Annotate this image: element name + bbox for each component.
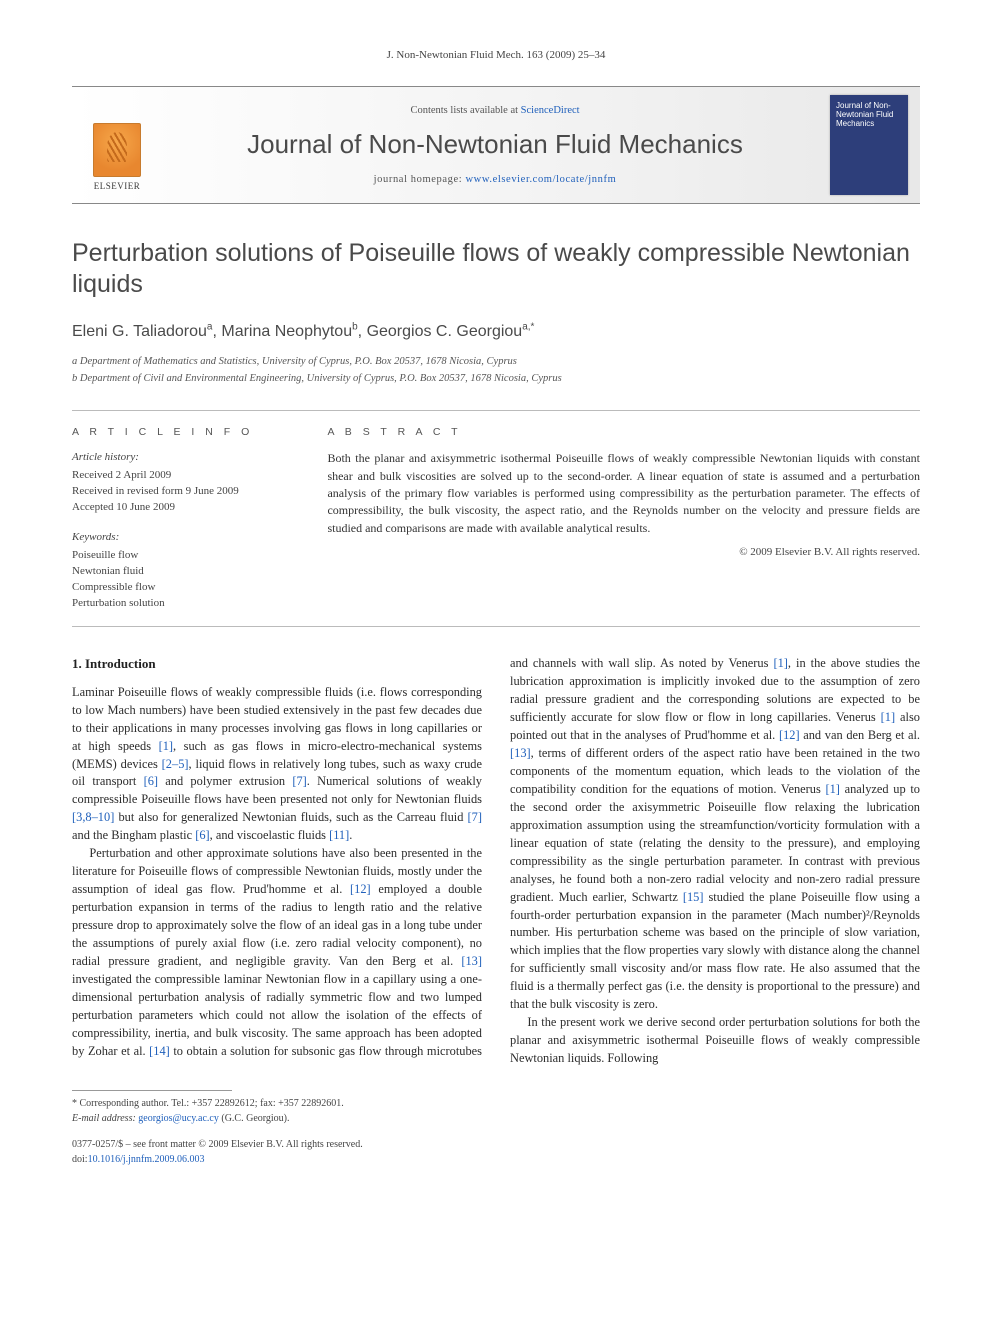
homepage-prefix: journal homepage:	[374, 174, 466, 185]
abstract-text: Both the planar and axisymmetric isother…	[327, 450, 920, 537]
contents-prefix: Contents lists available at	[410, 105, 520, 116]
keyword: Compressible flow	[72, 580, 295, 596]
sciencedirect-link[interactable]: ScienceDirect	[521, 105, 580, 116]
abstract-heading: A B S T R A C T	[327, 425, 920, 440]
doi-label: doi:	[72, 1154, 88, 1165]
contents-list-line: Contents lists available at ScienceDirec…	[410, 103, 579, 118]
publisher-name: ELSEVIER	[94, 180, 141, 193]
history-label: Article history:	[72, 450, 295, 466]
keyword: Perturbation solution	[72, 596, 295, 612]
affiliation: a Department of Mathematics and Statisti…	[72, 354, 920, 369]
front-matter-line: 0377-0257/$ – see front matter © 2009 El…	[72, 1138, 920, 1153]
doi-line: doi:10.1016/j.jnnfm.2009.06.003	[72, 1153, 920, 1168]
doi-link[interactable]: 10.1016/j.jnnfm.2009.06.003	[88, 1154, 205, 1165]
paragraph: Laminar Poiseuille flows of weakly compr…	[72, 684, 482, 846]
keywords-label: Keywords:	[72, 530, 295, 546]
history-line: Received in revised form 9 June 2009	[72, 484, 295, 500]
abstract-copyright: © 2009 Elsevier B.V. All rights reserved…	[327, 545, 920, 561]
keyword: Newtonian fluid	[72, 564, 295, 580]
history-line: Received 2 April 2009	[72, 468, 295, 484]
publisher-logo-block: ELSEVIER	[72, 87, 162, 203]
article-title: Perturbation solutions of Poiseuille flo…	[72, 238, 920, 301]
running-head: J. Non-Newtonian Fluid Mech. 163 (2009) …	[72, 48, 920, 64]
journal-homepage-line: journal homepage: www.elsevier.com/locat…	[374, 172, 617, 187]
elsevier-tree-icon	[93, 123, 141, 177]
email-paren: (G.C. Georgiou).	[221, 1113, 289, 1124]
paragraph: In the present work we derive second ord…	[510, 1014, 920, 1068]
article-info-heading: A R T I C L E I N F O	[72, 425, 295, 440]
keyword: Poiseuille flow	[72, 548, 295, 564]
section-heading-introduction: 1. Introduction	[72, 655, 482, 674]
author-email-link[interactable]: georgios@ucy.ac.cy	[138, 1113, 219, 1124]
journal-masthead: ELSEVIER Contents lists available at Sci…	[72, 86, 920, 204]
email-line: E-mail address: georgios@ucy.ac.cy (G.C.…	[72, 1112, 920, 1127]
email-label: E-mail address:	[72, 1113, 136, 1124]
author-list: Eleni G. Taliadoroua, Marina Neophytoub,…	[72, 320, 920, 343]
journal-cover-thumbnail: Journal of Non-Newtonian Fluid Mechanics	[830, 95, 908, 195]
journal-title: Journal of Non-Newtonian Fluid Mechanics	[247, 126, 743, 164]
footnote-separator	[72, 1090, 232, 1091]
journal-homepage-link[interactable]: www.elsevier.com/locate/jnnfm	[466, 174, 617, 185]
article-body: 1. Introduction Laminar Poiseuille flows…	[72, 655, 920, 1069]
history-line: Accepted 10 June 2009	[72, 500, 295, 516]
affiliation: b Department of Civil and Environmental …	[72, 371, 920, 386]
corresponding-author-note: * Corresponding author. Tel.: +357 22892…	[72, 1097, 920, 1112]
